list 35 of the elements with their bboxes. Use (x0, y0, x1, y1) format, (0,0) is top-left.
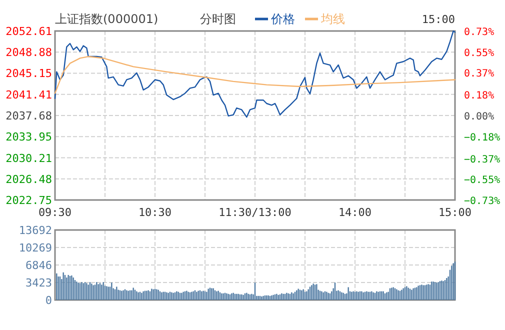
y-tick-label: 2026.48 (6, 172, 52, 186)
y-tick-label: 2037.68 (6, 110, 52, 122)
y-tick-label: 2041.41 (6, 88, 52, 102)
y2-tick-label: 0.18% (464, 90, 494, 102)
y-tick-label: 3423 (26, 276, 52, 290)
chart-subtitle: 分时图 (200, 12, 236, 26)
line-series (54, 30, 456, 118)
x-tick-label: 14:00 (338, 206, 372, 219)
y2-tick-label: −0.18% (464, 132, 500, 144)
text: 15:00 (422, 13, 455, 26)
y2-tick-label: 0.73% (464, 27, 494, 38)
y-tick-label: 2022.75 (6, 194, 52, 207)
chart-title: 上证指数(000001) (55, 12, 158, 26)
x-tick-label: 09:30 (38, 206, 72, 219)
y2-tick-label: 0.37% (464, 68, 494, 80)
y-tick-label: 0 (45, 294, 52, 307)
x-tick-label: 15:00 (438, 206, 472, 219)
x-tick-label: 11:30/13:00 (218, 206, 292, 219)
y2-tick-label: −0.37% (464, 154, 500, 166)
y-tick-label: 10269 (18, 242, 52, 254)
x-tick-label: 10:30 (138, 206, 172, 219)
y2-tick-label: 0.00% (464, 112, 494, 122)
y-tick-label: 13692 (18, 224, 52, 237)
y2-tick-label: −0.55% (464, 175, 500, 186)
y2-tick-label: 0.55% (464, 48, 494, 59)
y-tick-label: 2052.61 (6, 25, 52, 38)
y2-tick-label: −0.73% (464, 196, 500, 207)
legend-label: 均线 (320, 12, 345, 26)
line-series (54, 56, 456, 94)
y-tick-label: 2048.88 (6, 46, 52, 60)
y-tick-label: 2045.15 (6, 67, 52, 80)
y-tick-label: 2030.21 (6, 152, 52, 165)
y-tick-label: 6846 (26, 259, 52, 272)
legend-label: 价格 (270, 12, 295, 26)
y-tick-label: 2033.95 (6, 130, 52, 144)
